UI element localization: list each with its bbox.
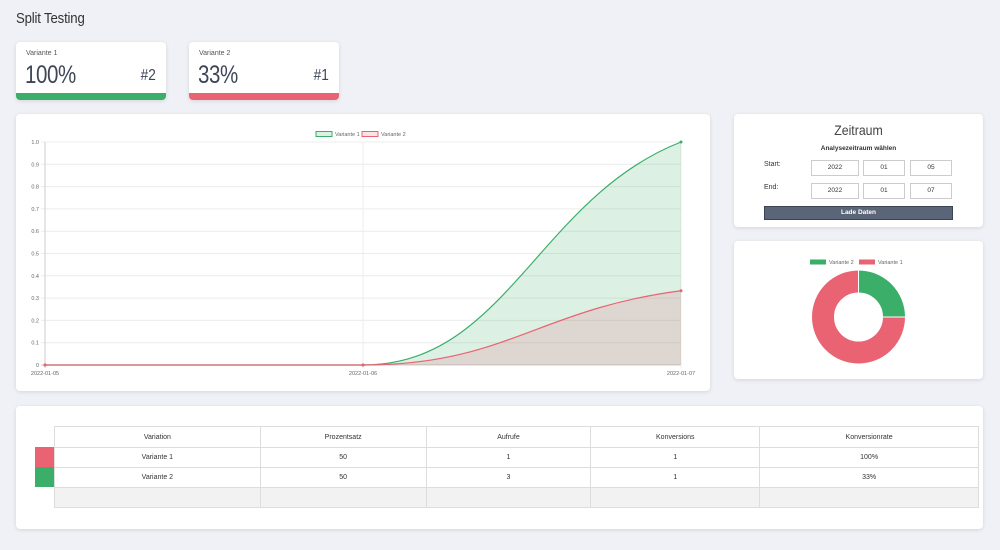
y-tick-label: 0.5 [31,252,39,258]
table-cell [759,487,979,508]
header-variation: Variation [54,426,261,448]
stat-rank: #2 [140,67,156,84]
stat-rank: #1 [313,67,329,84]
y-tick-label: 0.3 [31,296,39,302]
header-percentage: Prozentsatz [259,426,427,448]
header-conversion-rate: Konversionrate [759,426,979,448]
stat-value: 33% [198,61,238,89]
y-tick-label: 0.6 [31,229,39,235]
stat-bar [16,93,166,100]
table-row: Variante 2 50 3 1 33% [54,467,979,488]
y-tick-label: 0.1 [31,341,39,347]
table-cell: 100% [759,447,979,468]
donut-slice[interactable] [811,269,907,365]
legend-label[interactable]: Variante 1 [878,260,903,266]
stat-card-variant-2: Variante 2 33% #1 [189,42,339,100]
x-tick-label: 2022-01-07 [667,371,695,377]
table-cell [590,487,761,508]
table-cell [259,487,427,508]
header-conversions: Konversions [590,426,761,448]
start-day-input[interactable]: 05 [910,160,952,176]
stat-value: 100% [25,61,76,89]
period-subtitle: Analysezeitraum wählen [820,145,897,152]
legend-swatch[interactable] [810,259,826,265]
end-label: End: [764,184,779,191]
y-tick-label: 1.0 [31,140,39,146]
table-cell: 1 [425,447,592,468]
stat-label: Variante 1 [26,50,58,57]
page-title: Split Testing [16,10,85,27]
series-area [45,142,681,365]
load-data-button[interactable]: Lade Daten [764,206,953,220]
table-cell: 3 [425,467,592,488]
table-cell: 50 [259,467,427,488]
x-tick-label: 2022-01-06 [349,371,377,377]
end-month-input[interactable]: 01 [863,183,905,199]
table-cell [54,487,261,508]
table-cell: 1 [590,447,761,468]
donut-chart: Variante 2 Variante 1 [810,259,907,365]
variation-table: Variation Prozentsatz Aufrufe Konversion… [54,426,979,508]
stat-card-variant-1: Variante 1 100% #2 [16,42,166,100]
y-tick-label: 0.2 [31,318,39,324]
y-tick-label: 0.7 [31,207,39,213]
legend-swatch[interactable] [859,259,875,265]
data-point[interactable] [679,140,683,144]
period-card: Zeitraum Analysezeitraum wählen Start: 2… [734,114,983,227]
table-cell: 50 [259,447,427,468]
start-month-input[interactable]: 01 [863,160,905,176]
table-cell: 33% [759,467,979,488]
start-year-input[interactable]: 2022 [811,160,859,176]
legend-label[interactable]: Variante 2 [381,132,406,138]
line-chart: 0 0.1 0.2 0.3 0.4 0.5 0.6 0.7 0.8 0.9 1.0 2022-01-0… [31,131,695,377]
period-title: Zeitraum [834,122,883,138]
table-cell: Variante 2 [54,467,261,488]
legend-swatch[interactable] [361,131,379,137]
legend-label[interactable]: Variante 1 [335,132,360,138]
line-chart-card: 0 0.1 0.2 0.3 0.4 0.5 0.6 0.7 0.8 0.9 1.0 2022-01-0… [16,114,710,391]
table-empty-row [54,487,979,508]
table-row: Variante 1 50 1 1 100% [54,447,979,468]
end-day-input[interactable]: 07 [910,183,952,199]
table-cell [425,487,592,508]
legend-label[interactable]: Variante 2 [829,260,854,266]
y-tick-label: 0.9 [31,162,39,168]
end-year-input[interactable]: 2022 [811,183,859,199]
table-cell: 1 [590,467,761,488]
data-point[interactable] [679,289,683,293]
variation-table-card: Variation Prozentsatz Aufrufe Konversion… [16,406,983,529]
header-views: Aufrufe [425,426,592,448]
table-cell: Variante 1 [54,447,261,468]
x-tick-label: 2022-01-05 [31,371,59,377]
start-label: Start: [764,161,781,168]
stat-bar [189,93,339,100]
y-tick-label: 0 [36,363,39,369]
legend-swatch[interactable] [315,131,333,137]
table-header-row: Variation Prozentsatz Aufrufe Konversion… [54,426,979,448]
data-point[interactable] [43,363,47,367]
row-color-swatch [35,447,54,467]
y-tick-label: 0.8 [31,185,39,191]
y-tick-label: 0.4 [31,274,39,280]
data-point[interactable] [361,363,365,367]
series-area [45,290,681,365]
donut-slice[interactable] [858,269,907,318]
stat-label: Variante 2 [199,50,231,57]
row-color-swatch [35,467,54,487]
donut-chart-card: Variante 2 Variante 1 [734,241,983,379]
